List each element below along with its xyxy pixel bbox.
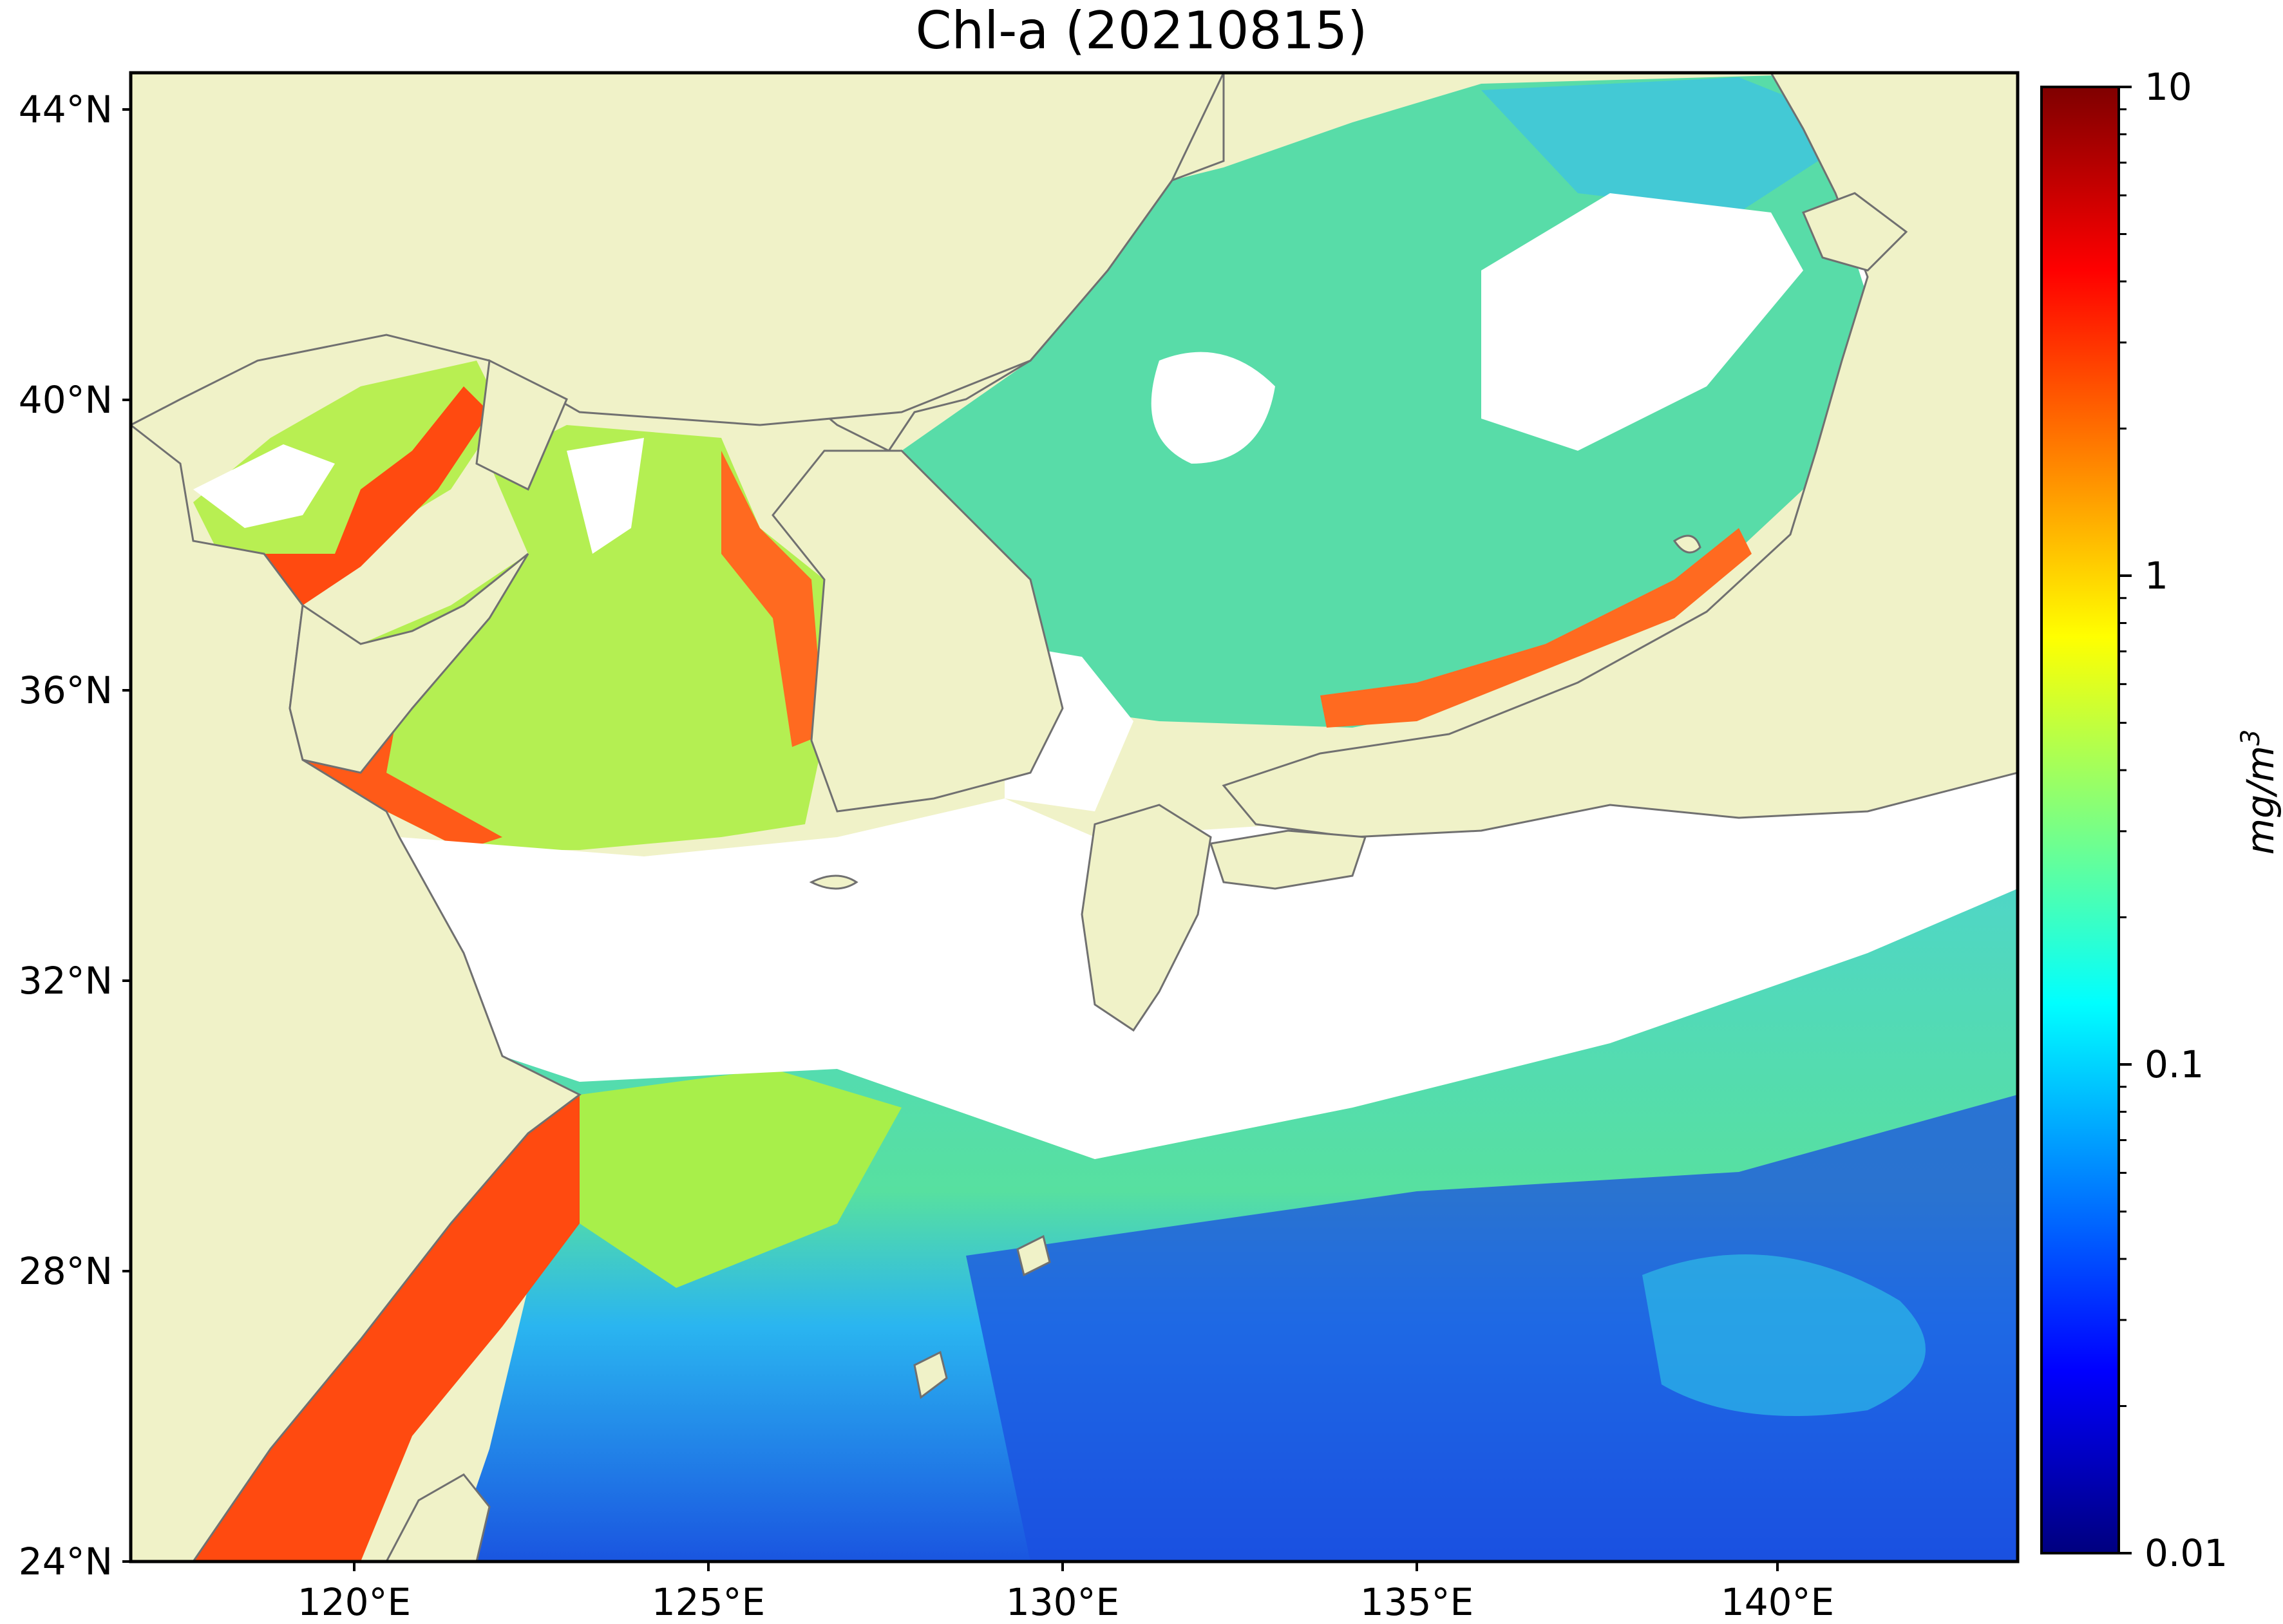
ecs-shelf-green	[580, 1069, 902, 1288]
colorbar-minor-ticks	[2119, 108, 2127, 1408]
land-sado	[1672, 534, 1701, 554]
colorbar: 10 1 0.1 0.01 mg/m3	[2040, 65, 2282, 1575]
land-amami	[1016, 1234, 1051, 1277]
colorbar-tick-label: 0.1	[2145, 1043, 2204, 1086]
land-liaodong	[475, 359, 568, 491]
lat-tick-label: 40°N	[19, 378, 113, 422]
east-sea-north-blue	[1481, 77, 1868, 212]
land-japan-honshu	[1222, 73, 2018, 838]
colorbar-tick-label: 0.01	[2145, 1531, 2228, 1575]
lat-tick-label: 28°N	[19, 1249, 113, 1293]
korea-west-coast-bloom	[721, 451, 824, 747]
ocean-gyre	[1642, 1254, 1926, 1416]
colorbar-tick-label: 10	[2145, 65, 2192, 109]
yellow-sea	[303, 425, 824, 850]
nodata-yellow-sea-clouds	[567, 438, 644, 554]
land-taiwan	[385, 1473, 491, 1562]
lon-tick-label: 135°E	[1360, 1580, 1473, 1624]
bohai-sea	[193, 361, 502, 605]
lon-tick-label: 125°E	[652, 1580, 765, 1624]
land-kyushu	[1081, 804, 1212, 1032]
land-shandong	[289, 552, 529, 774]
land-shikoku	[1209, 829, 1367, 890]
map-area	[131, 73, 2018, 1562]
lon-tick-label: 130°E	[1006, 1580, 1119, 1624]
lat-tick-label: 32°N	[19, 959, 113, 1003]
land-okinawa	[913, 1350, 948, 1399]
nodata-east-sea-clouds	[1481, 193, 1803, 451]
map-frame	[129, 71, 2020, 1563]
lon-tick-label: 120°E	[298, 1580, 411, 1624]
longitude-axis: 120°E 125°E 130°E 135°E 140°E	[298, 1562, 1834, 1624]
nodata-east-sea-clouds-2	[1151, 352, 1275, 464]
ecs-coastal-bloom	[193, 1095, 618, 1562]
ocean-pacific-deep	[966, 1095, 2018, 1562]
colorbar-ticks	[2119, 86, 2132, 1554]
land-hokkaido-sakhalin	[1802, 192, 1908, 272]
nodata-bohai-clouds	[193, 444, 335, 528]
colorbar-unit-label: mg/m3	[2236, 730, 2282, 855]
nodata-band	[399, 760, 2018, 1159]
lon-tick-label: 140°E	[1721, 1580, 1834, 1624]
latitude-axis: 44°N 40°N 36°N 32°N 28°N 24°N	[19, 88, 131, 1583]
colorbar-tick-label: 1	[2145, 554, 2168, 598]
lat-tick-label: 24°N	[19, 1540, 113, 1583]
map-title: Chl-a (20210815)	[915, 1, 1368, 61]
bohai-bloom	[264, 386, 489, 605]
land-jeju	[809, 874, 858, 890]
lat-tick-label: 36°N	[19, 668, 113, 712]
japan-coast-bloom	[1320, 528, 1752, 728]
land-china-mainland	[131, 424, 582, 1562]
lat-tick-label: 44°N	[19, 88, 113, 131]
land-korea-peninsula	[772, 449, 1064, 813]
colorbar-scale	[2040, 86, 2120, 1554]
land-manchuria	[131, 73, 1225, 426]
